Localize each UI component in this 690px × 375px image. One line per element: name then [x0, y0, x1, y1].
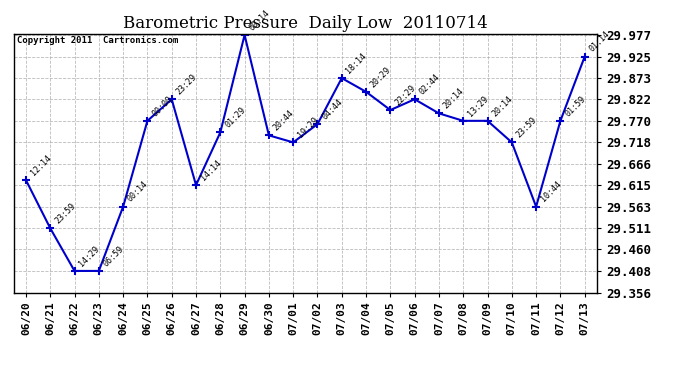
- Text: 12:14: 12:14: [29, 153, 52, 177]
- Text: 10:44: 10:44: [539, 180, 563, 204]
- Text: 14:14: 14:14: [199, 158, 223, 182]
- Text: 20:29: 20:29: [369, 65, 393, 89]
- Text: 23:59: 23:59: [53, 201, 77, 225]
- Text: 14:29: 14:29: [77, 244, 101, 268]
- Text: 00:14: 00:14: [248, 8, 271, 32]
- Text: Copyright 2011  Cartronics.com: Copyright 2011 Cartronics.com: [17, 36, 178, 45]
- Text: 01:59: 01:59: [563, 94, 587, 118]
- Text: 06:59: 06:59: [101, 244, 126, 268]
- Text: 20:44: 20:44: [272, 108, 296, 133]
- Text: 01:29: 01:29: [223, 106, 247, 130]
- Text: 00:00: 00:00: [150, 94, 175, 118]
- Text: 02:44: 02:44: [417, 72, 442, 96]
- Text: 19:29: 19:29: [296, 116, 320, 140]
- Title: Barometric Pressure  Daily Low  20110714: Barometric Pressure Daily Low 20110714: [123, 15, 488, 32]
- Text: 13:29: 13:29: [466, 94, 490, 118]
- Text: 00:14: 00:14: [126, 180, 150, 204]
- Text: 20:14: 20:14: [491, 94, 514, 118]
- Text: 23:59: 23:59: [515, 116, 539, 140]
- Text: 22:29: 22:29: [393, 83, 417, 107]
- Text: 23:29: 23:29: [175, 72, 199, 96]
- Text: 20:14: 20:14: [442, 87, 466, 111]
- Text: 01:14: 01:14: [587, 30, 611, 54]
- Text: 04:44: 04:44: [320, 98, 344, 122]
- Text: 18:14: 18:14: [344, 51, 368, 75]
